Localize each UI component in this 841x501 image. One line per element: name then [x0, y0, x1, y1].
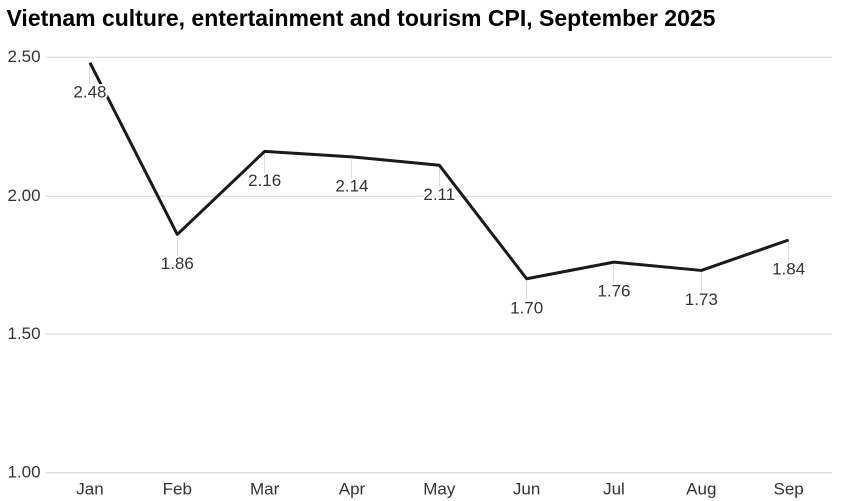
- svg-text:May: May: [423, 479, 456, 498]
- svg-text:Feb: Feb: [163, 479, 192, 498]
- svg-text:1.84: 1.84: [772, 260, 805, 279]
- svg-text:Mar: Mar: [250, 479, 280, 498]
- svg-text:Aug: Aug: [686, 479, 716, 498]
- svg-text:2.50: 2.50: [8, 47, 41, 66]
- svg-text:1.76: 1.76: [597, 282, 630, 301]
- svg-text:1.73: 1.73: [685, 290, 718, 309]
- svg-text:2.11: 2.11: [423, 185, 455, 204]
- svg-text:Jul: Jul: [603, 479, 625, 498]
- svg-text:Sep: Sep: [774, 479, 804, 498]
- svg-text:Jan: Jan: [76, 479, 103, 498]
- svg-text:1.00: 1.00: [8, 462, 41, 481]
- svg-text:2.48: 2.48: [73, 82, 106, 101]
- svg-text:1.70: 1.70: [510, 298, 543, 317]
- svg-text:Jun: Jun: [513, 479, 540, 498]
- svg-text:1.86: 1.86: [161, 254, 194, 273]
- svg-text:2.16: 2.16: [248, 171, 281, 190]
- svg-text:Vietnam culture, entertainment: Vietnam culture, entertainment and touri…: [7, 5, 716, 31]
- svg-text:Apr: Apr: [339, 479, 366, 498]
- svg-text:1.50: 1.50: [8, 324, 41, 343]
- svg-text:2.14: 2.14: [335, 177, 368, 196]
- svg-text:2.00: 2.00: [8, 186, 41, 205]
